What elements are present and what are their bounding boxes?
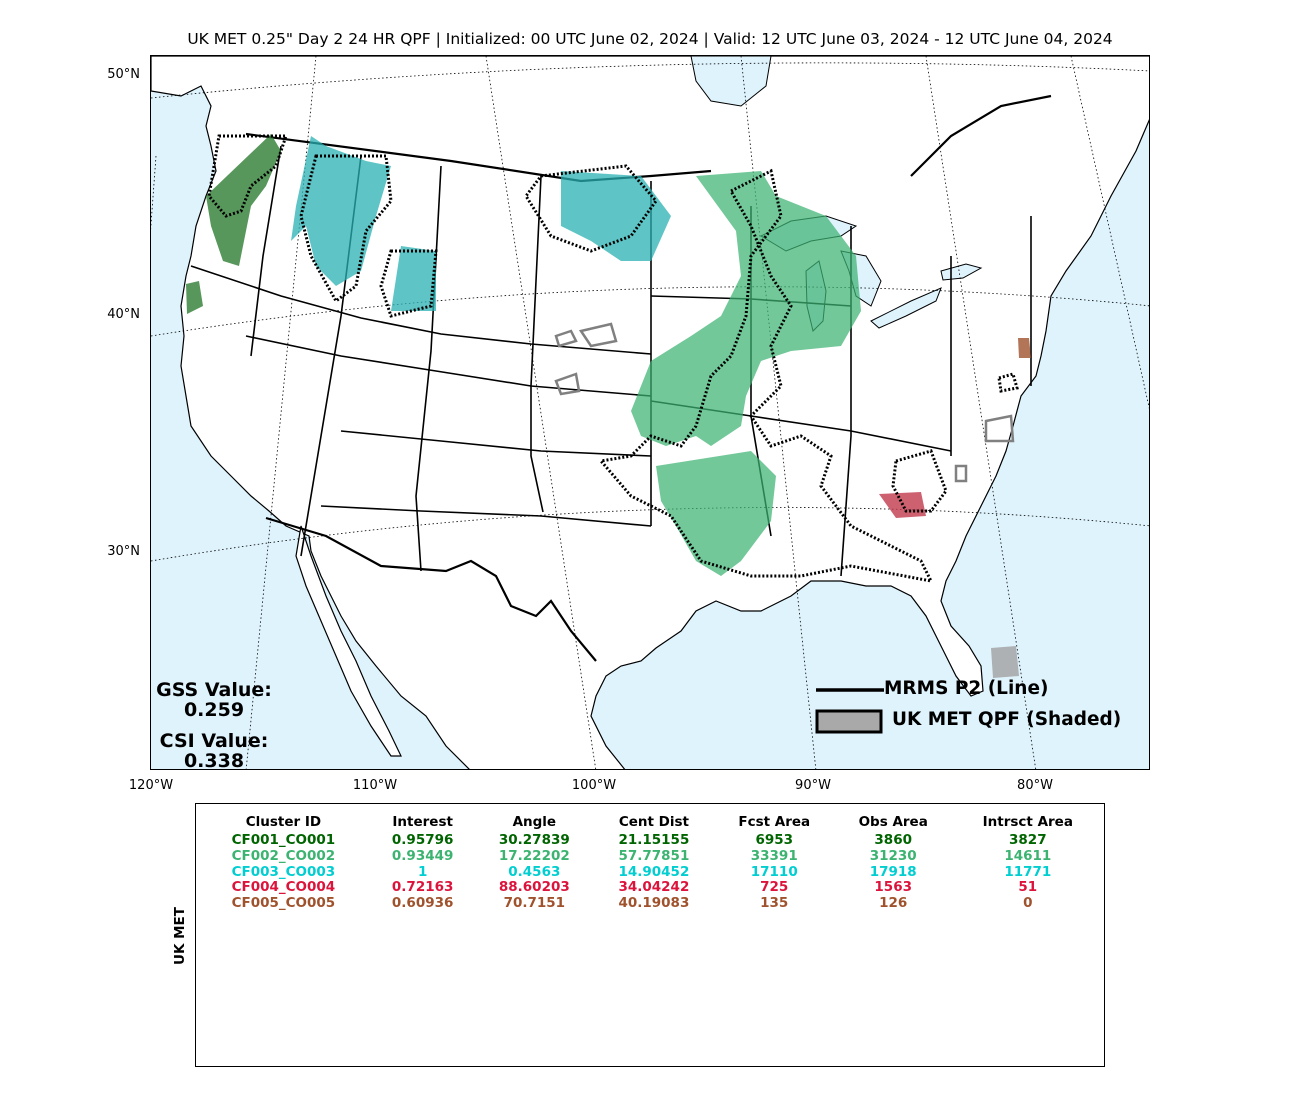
table-cell: 40.19083 [618,895,690,912]
lat-label: 30°N [107,544,140,559]
table-cell: CF003_CO003 [231,863,336,880]
table-cell: 51 [1018,879,1038,896]
lon-label: 120°W [128,778,174,793]
lake-erie [870,287,942,329]
graticule [151,56,1149,769]
table-side-label: UK MET [172,907,188,965]
legend-shade-label: UK MET QPF (Shaded) [892,709,1122,730]
table-cell: 126 [879,895,908,912]
legend-line-label: MRMS P2 (Line) [884,678,1049,699]
table-cell: 31230 [869,847,917,864]
lon-label: 90°W [795,778,831,793]
table-row: CF005_CO005 0.60936 70.7151 40.19083 135 126 0 [196,895,1104,912]
map-title: UK MET 0.25" Day 2 24 HR QPF | Initializ… [187,30,1113,48]
table-header-row: Cluster ID Interest Angle Cent Dist Fcst… [196,814,1104,833]
table-cell: 14.90452 [618,863,690,880]
table-cell: CF002_CO002 [231,847,336,864]
table-cell: 17110 [750,863,798,880]
column-header: Cent Dist [618,814,689,830]
table-cell: 0.60936 [391,895,454,912]
table-cell: 0.72163 [391,879,454,896]
table-cell: CF005_CO005 [231,895,336,912]
table-cell: 0.95796 [391,832,454,848]
table-row: CF002_CO002 0.93449 17.22202 57.77851 33391 3… [196,847,1104,865]
table-cell: 21.15155 [618,832,690,848]
cluster-cf001 [186,134,289,314]
lat-label: 40°N [107,307,140,322]
table-cell: 33391 [750,847,798,864]
table-cell: 30.27839 [498,832,570,848]
table-cell: 0.93449 [391,847,454,864]
table-cell: 34.04242 [618,879,690,896]
unmatched-shaded [991,646,1019,678]
table-row: CF003_CO003 1 0.4563 14.90452 17110 17918 1177… [196,863,1104,881]
table-cell: 6953 [755,832,794,848]
lat-label: 50°N [107,67,140,82]
map-panel [150,55,1150,770]
unmatched-objects [554,322,1015,483]
stats-table: Cluster ID Interest Angle Cent Dist Fcst… [196,814,1104,912]
table-cell: CF001_CO001 [231,832,336,848]
gss-value: 0.259 [183,699,245,721]
table-cell: 11771 [1004,863,1052,880]
cluster-cf004 [879,449,948,518]
land-baja [295,525,402,757]
gss-label: GSS Value: [156,679,272,701]
column-header: Interest [392,814,453,830]
lon-label: 110°W [352,778,398,793]
table-cell: 57.77851 [618,847,690,864]
column-header: Cluster ID [245,814,322,830]
stats-table-panel: Cluster ID Interest Angle Cent Dist Fcst… [195,803,1105,1067]
cluster-cf005 [997,338,1031,393]
table-cell: 135 [760,895,789,912]
table-cell: 88.60203 [498,879,570,896]
table-cell: 1 [417,863,428,880]
table-cell: 0.4563 [508,863,561,880]
cluster-cf002 [598,168,934,584]
map-canvas [151,56,1149,769]
column-header: Obs Area [858,814,928,830]
lon-label: 100°W [571,778,617,793]
csi-value: 0.338 [183,750,245,772]
lon-label: 80°W [1017,778,1053,793]
column-header: Fcst Area [738,814,811,830]
csi-label: CSI Value: [159,730,269,752]
table-cell: 1563 [874,879,912,896]
table-cell: 70.7151 [503,895,566,912]
table-cell: 14611 [1004,847,1052,864]
table-cell: 0 [1023,895,1033,912]
column-header: Intrsct Area [982,814,1073,830]
table-cell: 3827 [1009,832,1047,848]
table-row: CF001_CO001 0.95796 30.27839 21.15155 6953 38… [196,832,1104,849]
table-cell: 725 [760,879,789,896]
legend-shade-swatch [815,709,883,734]
table-cell: 17918 [869,863,917,880]
hudson-bay [690,56,772,107]
table-row: CF004_CO004 0.72163 88.60203 34.04242 725 156… [196,880,1104,896]
table-cell: 3860 [874,832,912,848]
table-cell: CF004_CO004 [231,879,336,896]
column-header: Angle [512,814,557,830]
table-cell: 17.22202 [498,847,570,864]
cluster-cf003 [291,136,671,318]
